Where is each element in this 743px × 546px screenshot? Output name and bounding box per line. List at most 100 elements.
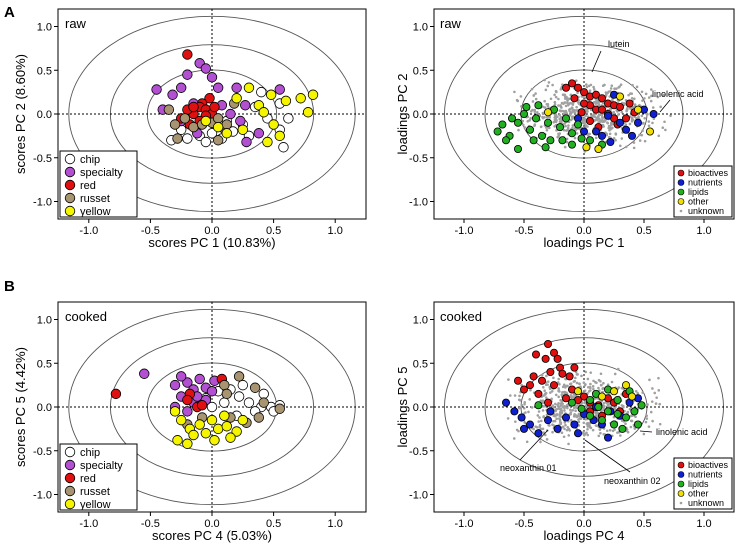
unknown-point	[571, 409, 575, 412]
point-yellow	[212, 121, 224, 133]
unknown-point	[645, 417, 649, 420]
x-tick-label: 0.5	[266, 225, 281, 237]
unknown-point	[584, 417, 587, 421]
legend-marker-red	[64, 179, 76, 191]
unknown-point	[643, 117, 647, 120]
unknown-point	[606, 121, 609, 124]
unknown-point	[638, 133, 641, 137]
unknown-point	[582, 95, 585, 99]
point-other	[633, 105, 642, 114]
point-red	[204, 93, 215, 104]
point-red	[209, 101, 220, 113]
point-specialty	[200, 63, 212, 74]
point-yellow	[188, 429, 199, 441]
x-axis-label: loadings PC 1	[544, 235, 625, 250]
unknown-point	[544, 396, 548, 399]
point-other	[544, 108, 553, 117]
unknown-point	[552, 376, 555, 380]
unknown-point	[551, 404, 555, 407]
unknown-point	[601, 101, 605, 105]
y-tick-label: 1.0	[413, 22, 428, 34]
unknown-point	[576, 403, 579, 407]
unknown-point	[549, 391, 552, 394]
point-nutrients	[534, 429, 543, 438]
y-tick-label: 0.0	[37, 402, 52, 414]
unknown-point	[541, 404, 545, 408]
unknown-point	[630, 92, 634, 95]
unknown-point	[559, 421, 563, 425]
unknown-point	[569, 394, 573, 398]
point-other	[621, 381, 630, 390]
unknown-point	[585, 85, 589, 89]
unknown-point	[650, 94, 653, 98]
point-bioactives	[570, 363, 579, 372]
y-tick-label: -1.0	[33, 490, 52, 502]
unknown-point	[530, 406, 534, 409]
point-lipids	[613, 410, 622, 419]
unknown-point	[617, 86, 620, 89]
unknown-point	[605, 429, 609, 433]
unknown-point	[508, 394, 512, 397]
unknown-point	[591, 385, 595, 388]
point-yellow	[265, 89, 277, 100]
unknown-point	[634, 390, 638, 393]
legend-label-chip: chip	[80, 154, 100, 166]
unknown-point	[562, 383, 566, 387]
unknown-point	[555, 413, 559, 417]
legend-label-red: red	[80, 473, 96, 485]
point-russet	[169, 119, 181, 130]
unknown-point	[512, 437, 516, 440]
unknown-point	[543, 78, 546, 82]
point-russet	[258, 397, 269, 408]
point-yellow	[268, 119, 279, 130]
point-nutrients	[573, 429, 582, 438]
unknown-point	[562, 390, 566, 394]
point-lipids	[585, 411, 594, 420]
y-tick-label: 0.0	[37, 109, 52, 121]
x-tick-label: -0.5	[141, 225, 160, 237]
unknown-point	[560, 101, 564, 105]
unknown-point	[563, 427, 566, 431]
point-yellow	[280, 95, 292, 107]
point-yellow	[194, 419, 205, 430]
unknown-point	[610, 380, 614, 384]
unknown-point	[536, 414, 540, 417]
unknown-point	[575, 414, 578, 417]
point-nutrients	[561, 413, 570, 422]
point-specialty	[194, 373, 205, 385]
unknown-point	[557, 97, 560, 101]
unknown-point	[558, 117, 561, 121]
unknown-point	[506, 417, 510, 420]
unknown-point	[565, 140, 569, 144]
unknown-point	[560, 431, 564, 434]
unknown-point	[517, 429, 520, 433]
unknown-point	[523, 421, 526, 424]
unknown-point	[522, 406, 526, 410]
unknown-point	[602, 125, 605, 128]
annotation-arrow	[639, 430, 653, 433]
legend-marker-chip	[64, 153, 76, 165]
legend-marker-yellow	[64, 498, 76, 510]
point-specialty	[225, 108, 236, 120]
annotation-linolenic-acid: linolenic acid	[652, 89, 704, 99]
unknown-point	[573, 111, 577, 114]
point-yellow	[237, 414, 249, 426]
unknown-point	[521, 123, 525, 127]
unknown-point	[603, 83, 606, 87]
unknown-point	[533, 123, 537, 126]
unknown-point	[547, 81, 551, 84]
point-nutrients	[597, 131, 606, 140]
point-bioactives	[558, 369, 567, 378]
unknown-point	[656, 95, 660, 99]
point-nutrients	[591, 127, 600, 136]
unknown-point	[539, 125, 543, 129]
unknown-point	[569, 112, 572, 115]
unknown-point	[553, 93, 556, 97]
unknown-point	[630, 97, 634, 100]
point-bioactives	[532, 350, 541, 359]
unknown-point	[546, 105, 550, 108]
legend-marker-bioactives	[677, 461, 685, 469]
x-tick-label: 0.0	[204, 518, 219, 530]
unknown-point	[570, 102, 574, 105]
unknown-point	[645, 112, 648, 116]
